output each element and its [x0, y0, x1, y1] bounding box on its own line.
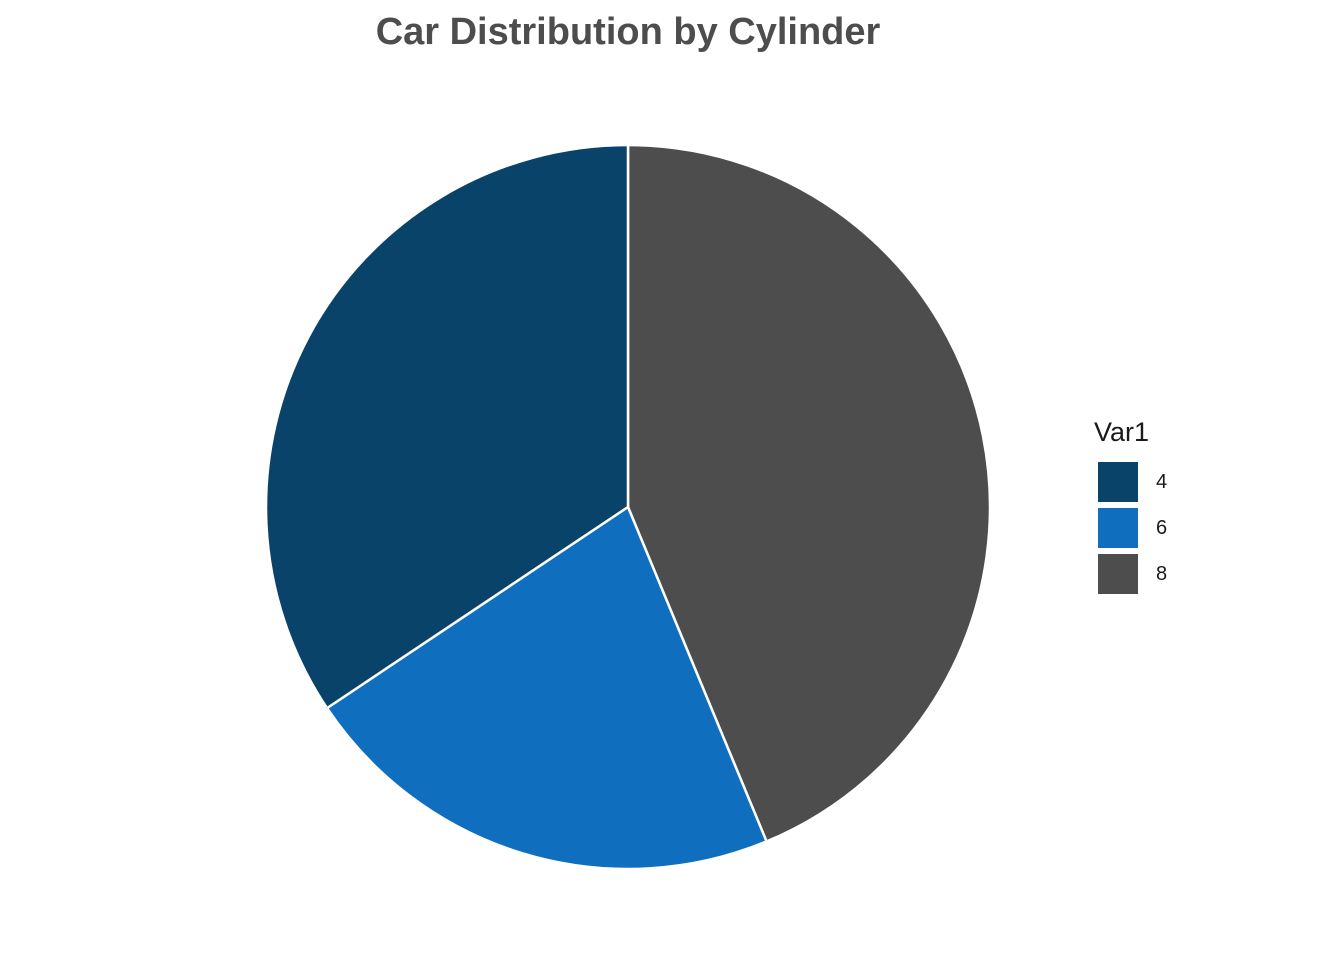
legend-label-8: 8 [1156, 562, 1168, 585]
legend-swatch-6 [1098, 508, 1138, 548]
legend-items: 4 6 8 [1094, 459, 1167, 597]
legend-item-6: 6 [1094, 505, 1167, 551]
chart-title: Car Distribution by Cylinder [375, 11, 881, 53]
pie-slice-4 [264, 143, 630, 710]
pie-slices [264, 143, 992, 871]
pie-slice-6 [325, 505, 768, 871]
legend: Var1 4 6 8 [1094, 414, 1167, 597]
legend-swatch-8 [1098, 554, 1138, 594]
legend-item-4: 4 [1094, 459, 1167, 505]
pie-slice-8 [626, 143, 992, 843]
legend-label-4: 4 [1156, 470, 1168, 493]
legend-swatch-4 [1098, 462, 1138, 502]
legend-item-8: 8 [1094, 551, 1167, 597]
legend-label-6: 6 [1156, 516, 1168, 539]
legend-title: Var1 [1094, 417, 1150, 447]
